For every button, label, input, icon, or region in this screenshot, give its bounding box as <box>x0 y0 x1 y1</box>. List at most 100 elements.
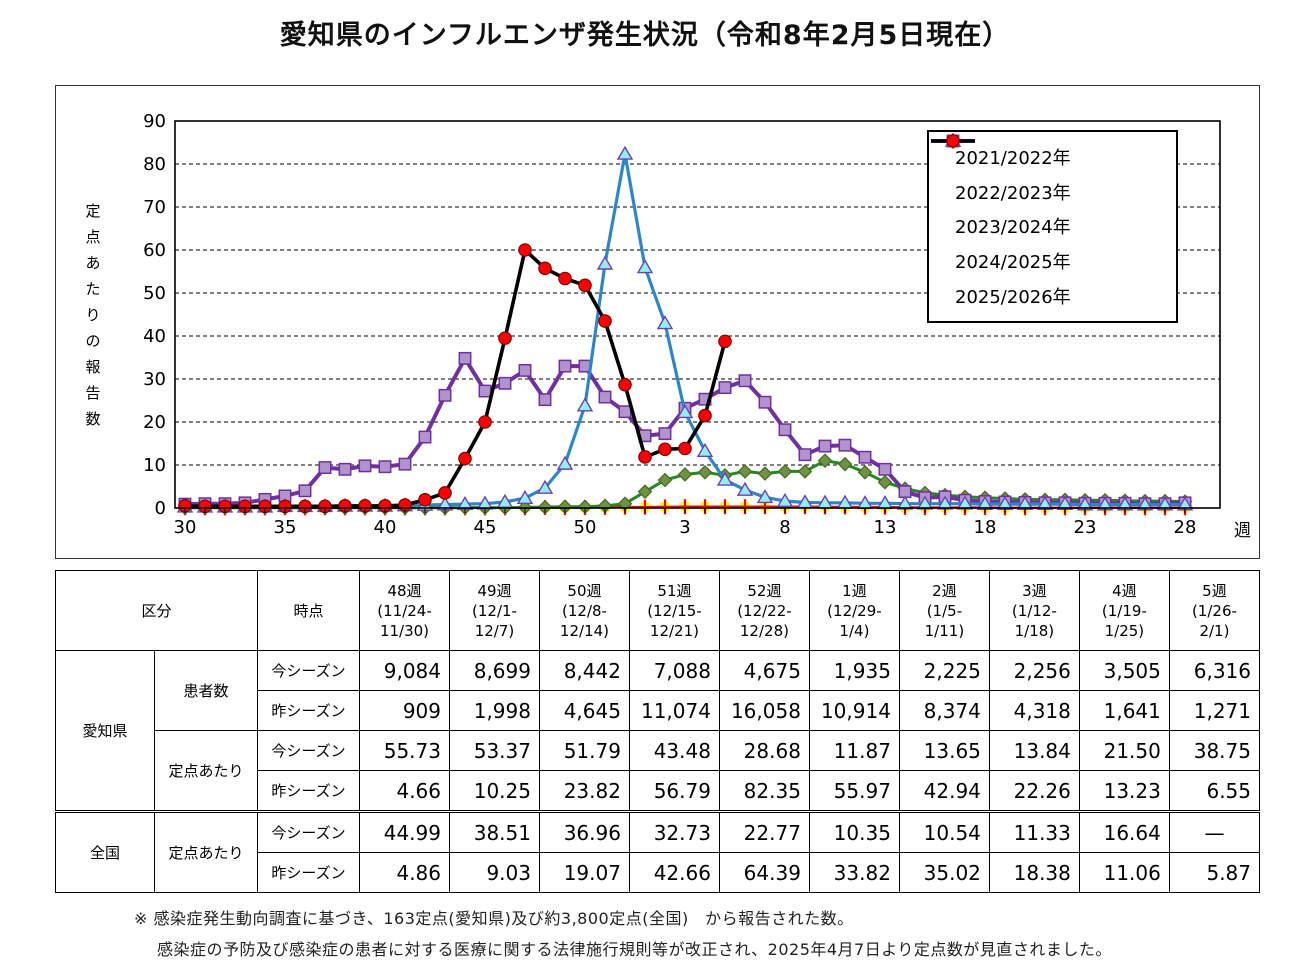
x-tick-label: 8 <box>779 517 790 538</box>
y-tick-label: 10 <box>143 455 166 476</box>
value-cell: 82.35 <box>718 770 810 812</box>
footnote-1: ※ 感染症発生動向調査に基づき、163定点(愛知県)及び約3,800定点(全国)… <box>134 909 854 928</box>
value-cell: 6,316 <box>1168 650 1261 691</box>
value-cell: 4,645 <box>538 690 630 731</box>
y-tick-label: 70 <box>143 197 166 218</box>
value-cell: 38.51 <box>449 810 540 853</box>
y-tick-label: 50 <box>143 283 166 304</box>
table-row: 全国 定点あたり 今シーズン 44.99 38.51 36.96 32.73 22.77 10.… <box>55 810 1261 893</box>
chart-legend: 2021/2022年 2022/2023年 2023/2024年 2024/2025年… <box>927 130 1178 323</box>
value-cell: 38.75 <box>1168 730 1261 771</box>
value-cell: 3,505 <box>1078 650 1170 691</box>
value-cell: 9,084 <box>359 650 450 691</box>
metric-cell: 患者数 <box>153 650 259 731</box>
x-tick-label: 3 <box>679 517 690 538</box>
legend-item: 2024/2025年 <box>931 132 1176 274</box>
header-jiten: 時点 <box>257 570 361 651</box>
value-cell: 4.86 <box>359 852 450 893</box>
value-cell: 23.82 <box>538 770 630 812</box>
week-header: 3週 (1/12- 1/18) <box>988 570 1080 651</box>
season-cell: 昨シーズン <box>257 770 361 812</box>
y-tick-label: 60 <box>143 240 166 261</box>
legend-swatch <box>931 134 975 148</box>
value-cell: 6.55 <box>1168 770 1261 812</box>
x-tick-label: 35 <box>274 517 297 538</box>
series-2023/2024年 <box>178 351 1192 511</box>
table-row: 昨シーズン 4.66 10.25 23.82 56.79 82.35 55.97 42.94 2… <box>56 770 1261 812</box>
legend-label: 2021/2022年 <box>955 148 1071 170</box>
value-cell: 4,675 <box>718 650 810 691</box>
week-header: 2週 (1/5- 1/11) <box>898 570 990 651</box>
x-axis-unit: 週 <box>1234 521 1251 541</box>
value-cell: 909 <box>359 690 450 731</box>
x-tick-label: 50 <box>574 517 597 538</box>
value-cell: 13.23 <box>1078 770 1170 812</box>
y-tick-label: 90 <box>143 111 166 132</box>
value-cell: 10.25 <box>449 770 540 812</box>
season-cell: 今シーズン <box>257 650 361 691</box>
table-row: 愛知県 患者数 今シーズン 9,084 8,699 8,442 7,088 4,675 1,93… <box>55 650 1261 812</box>
y-tick-label: 20 <box>143 412 166 433</box>
value-cell: 22.77 <box>718 810 810 853</box>
value-cell: 1,935 <box>808 650 900 691</box>
x-tick-label: 30 <box>174 517 197 538</box>
metric-cell: 定点あたり <box>153 730 259 812</box>
value-cell: 36.96 <box>538 810 630 853</box>
value-cell: 1,271 <box>1168 690 1261 731</box>
value-cell: 8,442 <box>538 650 630 691</box>
legend-item: 2023/2024年 <box>931 134 1176 239</box>
value-cell: 42.94 <box>898 770 990 812</box>
value-cell: 51.79 <box>538 730 630 771</box>
legend-label: 2025/2026年 <box>955 286 1071 308</box>
value-cell: 16,058 <box>718 690 810 731</box>
value-cell: 53.37 <box>449 730 540 771</box>
value-cell: 44.99 <box>359 810 450 853</box>
flu-line-chart: 30 35 40 45 50 3 8 13 18 23 28 週 0 10 20 30 40 50 60 70 80 90 <box>143 111 1251 541</box>
value-cell: 28.68 <box>718 730 810 771</box>
value-cell: 11.87 <box>808 730 900 771</box>
week-header: 4週 (1/19- 1/25) <box>1078 570 1170 651</box>
region-cell: 全国 <box>55 810 155 893</box>
value-cell: 18.38 <box>988 852 1080 893</box>
header-kubun: 区分 <box>54 570 259 651</box>
value-cell: 21.50 <box>1078 730 1170 771</box>
week-header: 52週 (12/22- 12/28) <box>718 570 810 651</box>
week-header: 51週 (12/15- 12/21) <box>628 570 720 651</box>
week-header: 49週 (12/1- 12/7) <box>449 570 540 651</box>
value-cell: 16.64 <box>1078 810 1170 853</box>
value-cell: 1,641 <box>1078 690 1170 731</box>
value-cell: 4.66 <box>359 770 450 812</box>
table-body: 愛知県 患者数 今シーズン 9,084 8,699 8,442 7,088 4,675 1,93… <box>55 650 1261 893</box>
x-tick-label: 45 <box>474 517 497 538</box>
value-cell: 32.73 <box>628 810 720 853</box>
season-cell: 昨シーズン <box>257 852 361 893</box>
table-row: 昨シーズン 909 1,998 4,645 11,074 16,058 10,914 8,37… <box>56 690 1261 731</box>
value-cell: 35.02 <box>898 852 990 893</box>
legend-label: 2023/2024年 <box>955 217 1071 239</box>
y-tick-label: 30 <box>143 369 166 390</box>
value-cell: 10.54 <box>898 810 990 853</box>
value-cell: — <box>1168 810 1261 853</box>
y-tick-label: 80 <box>143 154 166 175</box>
value-cell: 10,914 <box>808 690 900 731</box>
y-tick-label: 40 <box>143 326 166 347</box>
x-tick-label: 40 <box>374 517 397 538</box>
value-cell: 7,088 <box>628 650 720 691</box>
chart-figure: 30 35 40 45 50 3 8 13 18 23 28 週 0 10 20 30 40 50 60 70 80 90… <box>55 85 1260 559</box>
x-tick-label: 28 <box>1174 517 1197 538</box>
week-header: 48週 (11/24- 11/30) <box>359 570 450 651</box>
legend-label: 2024/2025年 <box>955 252 1071 274</box>
value-cell: 13.84 <box>988 730 1080 771</box>
value-cell: 2,256 <box>988 650 1080 691</box>
x-tick-label: 23 <box>1074 517 1097 538</box>
value-cell: 11.33 <box>988 810 1080 853</box>
legend-item: 2025/2026年 <box>931 134 1176 309</box>
region-cell: 愛知県 <box>55 650 155 812</box>
legend-label: 2022/2023年 <box>955 182 1071 204</box>
season-cell: 今シーズン <box>257 730 361 771</box>
x-tick-label: 18 <box>974 517 997 538</box>
table-header: 区分 時点 48週 (11/24- 11/30) 49週 (12/1- 12/7) 50… <box>54 570 1261 651</box>
table-row: 昨シーズン 4.86 9.03 19.07 42.66 64.39 33.82 35.02 18… <box>56 852 1261 893</box>
legend-item: 2021/2022年 <box>931 133 1176 170</box>
value-cell: 4,318 <box>988 690 1080 731</box>
